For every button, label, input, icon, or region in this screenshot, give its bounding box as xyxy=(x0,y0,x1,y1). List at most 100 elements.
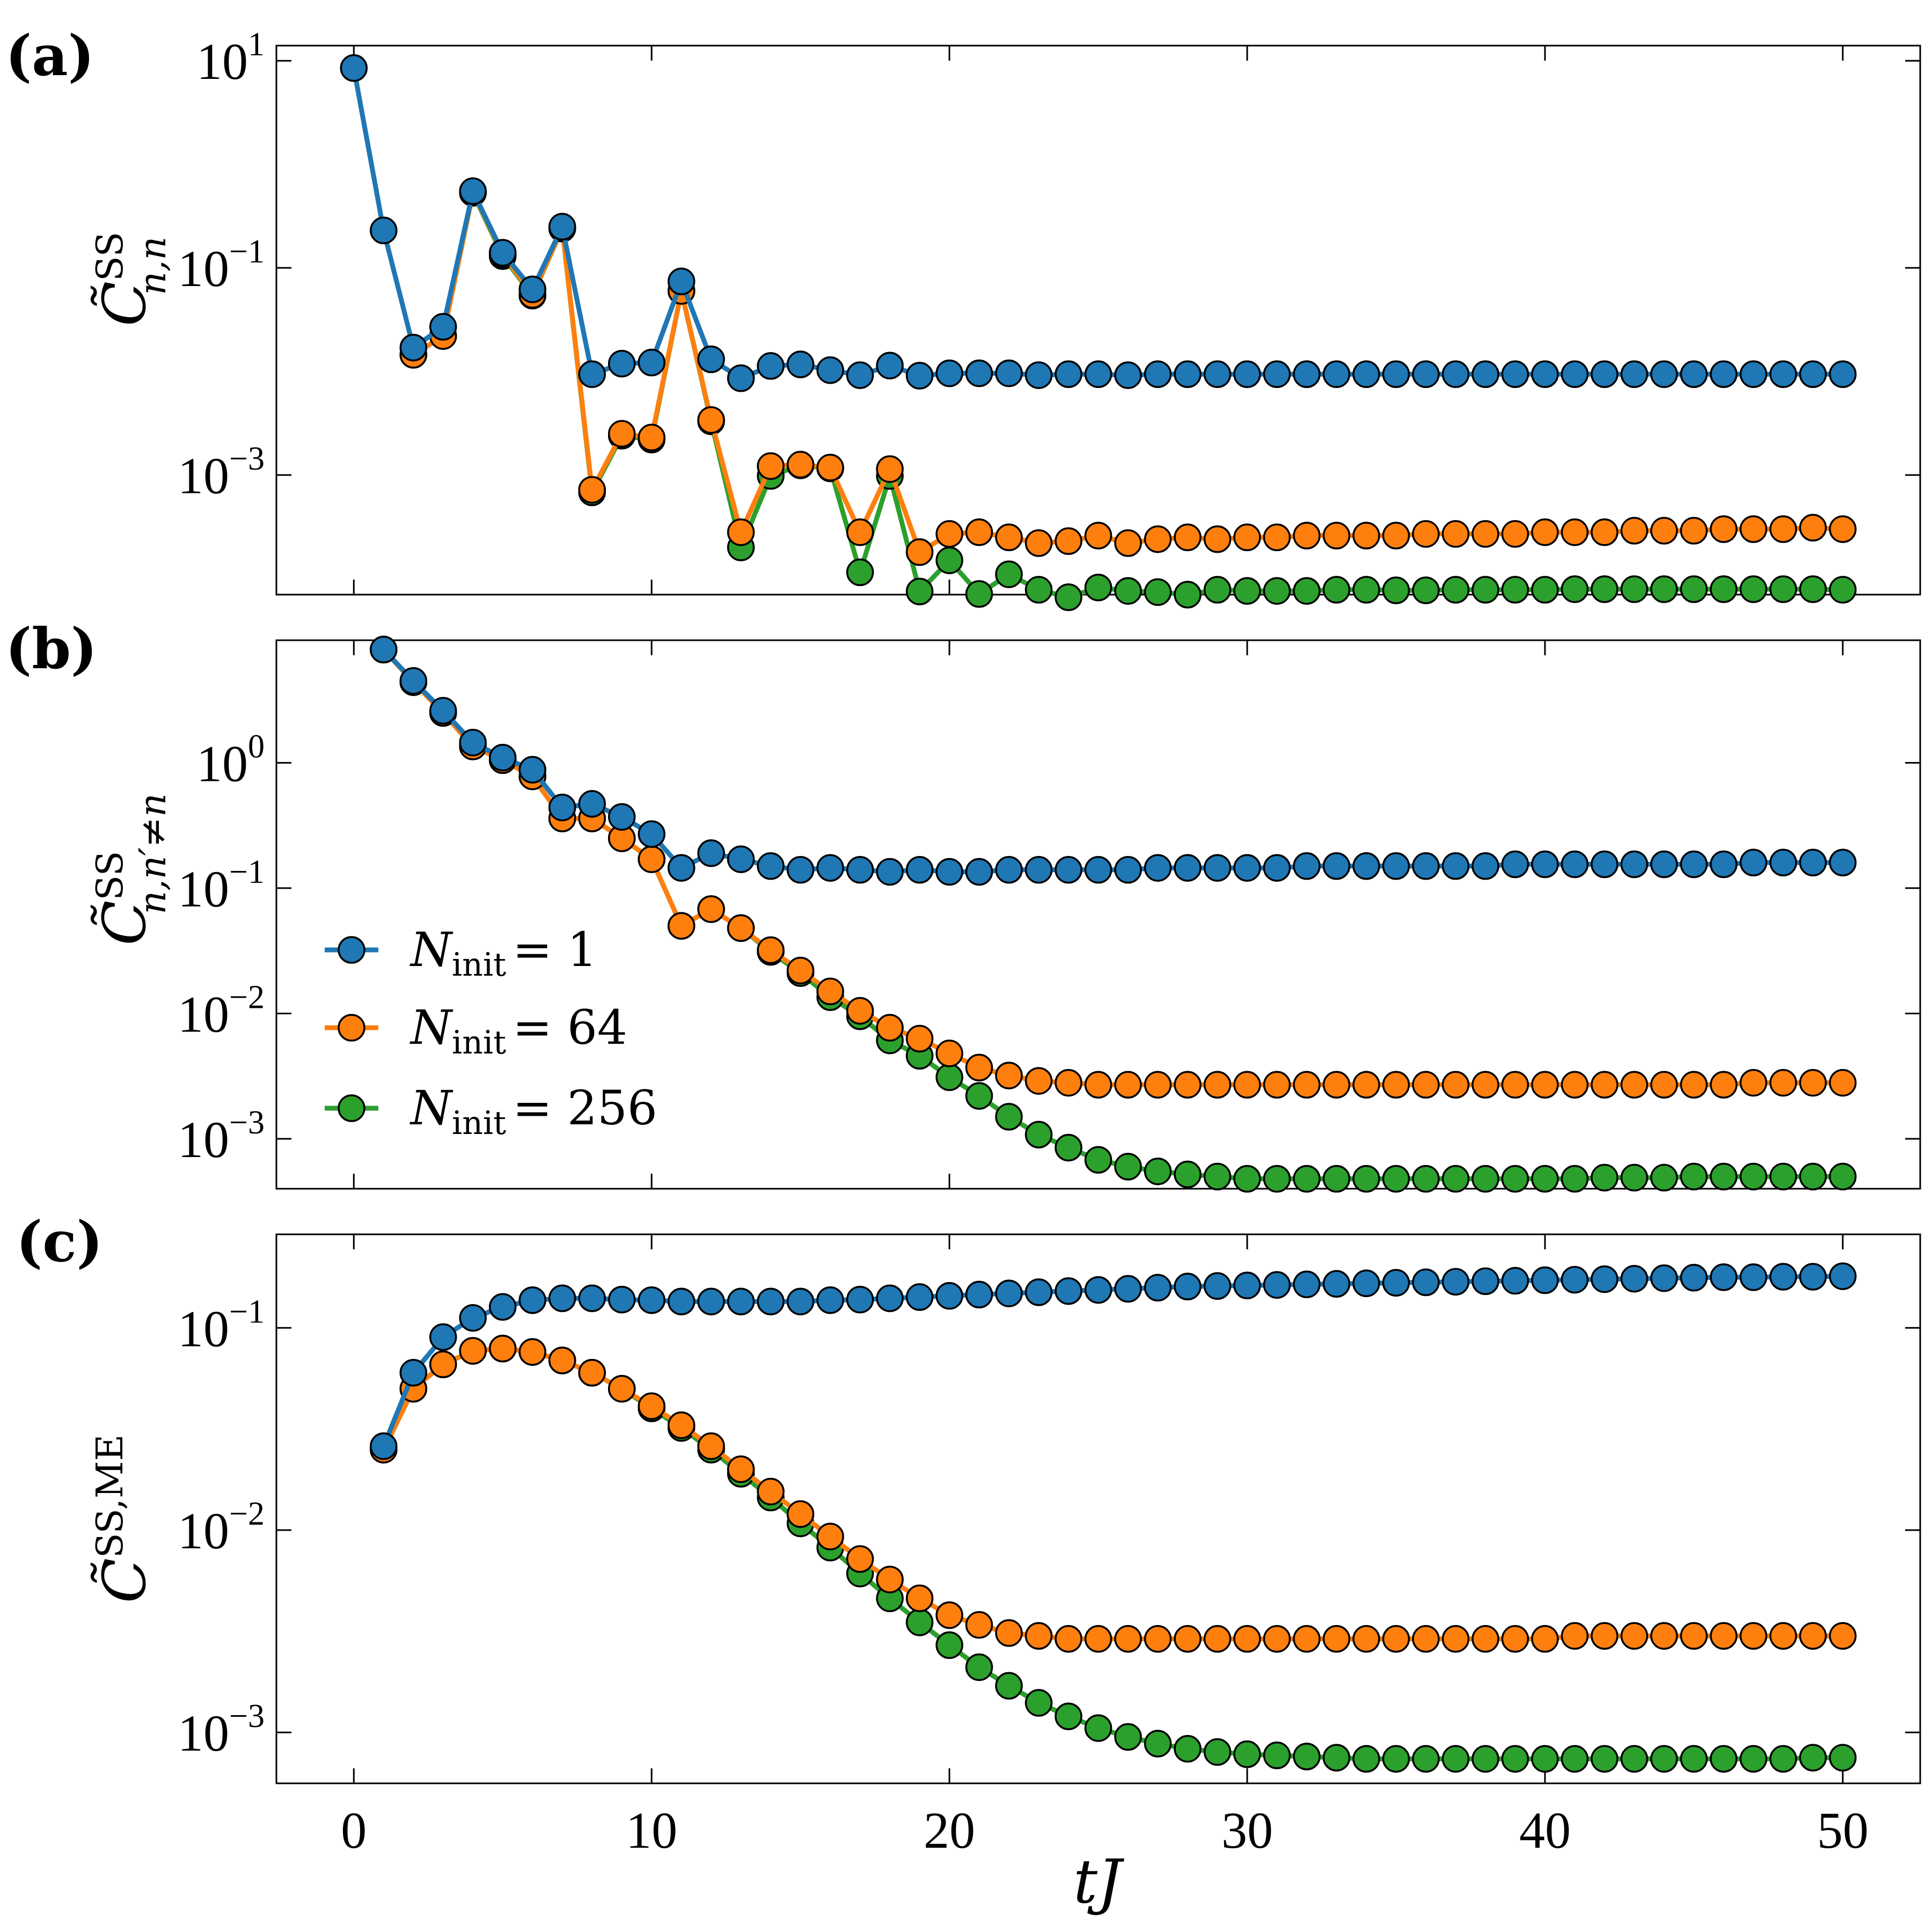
data-point xyxy=(876,1014,904,1042)
data-point xyxy=(1501,520,1529,548)
data-point xyxy=(1501,360,1529,389)
data-point xyxy=(935,1601,963,1629)
data-point xyxy=(370,1432,398,1460)
data-point xyxy=(876,1565,904,1593)
data-point xyxy=(995,1619,1023,1647)
data-point xyxy=(548,793,576,822)
panel-a-ylabel-main: C̃ xyxy=(90,281,159,326)
data-point xyxy=(905,1283,934,1311)
data-point xyxy=(1680,360,1708,389)
data-point xyxy=(1293,1165,1321,1193)
data-point xyxy=(1561,850,1589,879)
data-point xyxy=(995,359,1023,387)
data-point xyxy=(1233,1625,1261,1653)
data-point xyxy=(757,352,785,380)
data-point xyxy=(1561,1265,1589,1294)
data-point xyxy=(1055,1702,1082,1730)
data-point xyxy=(1114,1153,1142,1181)
data-point xyxy=(638,820,665,848)
data-point xyxy=(1441,520,1470,548)
data-point xyxy=(786,350,815,378)
data-point xyxy=(1680,1622,1708,1650)
data-point xyxy=(846,997,874,1025)
data-point xyxy=(667,267,696,296)
data-point xyxy=(1084,1625,1113,1653)
data-point xyxy=(1591,1163,1619,1192)
data-point xyxy=(638,845,665,873)
data-point xyxy=(1531,576,1559,604)
data-point xyxy=(1263,1741,1291,1769)
data-point xyxy=(1024,576,1053,604)
data-point xyxy=(399,1359,428,1387)
data-point xyxy=(1472,1745,1499,1773)
data-point xyxy=(1650,850,1678,879)
data-point xyxy=(1769,848,1797,877)
data-point xyxy=(1382,1071,1410,1099)
data-point xyxy=(1501,1625,1529,1653)
data-point xyxy=(1561,360,1589,389)
data-point xyxy=(1174,1625,1202,1653)
data-point xyxy=(548,1284,576,1312)
data-point xyxy=(1739,848,1768,877)
legend-swatch-marker xyxy=(338,936,365,964)
data-point xyxy=(1382,1165,1410,1193)
panel-a-ylabel-sub: n,n xyxy=(132,237,174,295)
data-point xyxy=(727,845,755,873)
data-point xyxy=(1650,1163,1678,1192)
data-point xyxy=(488,1293,517,1321)
data-point xyxy=(995,1672,1023,1700)
data-point xyxy=(757,852,785,880)
panel-a-label: (a) xyxy=(5,23,94,89)
data-point xyxy=(995,856,1023,884)
data-point xyxy=(1174,360,1202,389)
data-point xyxy=(1024,1689,1053,1717)
data-point xyxy=(995,523,1023,552)
data-point xyxy=(548,213,576,241)
data-point xyxy=(1114,529,1142,557)
legend: Ninit = 1 Ninit = 64 Ninit = 256 xyxy=(325,922,657,1142)
legend-label: Ninit = 256 xyxy=(409,1080,657,1142)
data-point xyxy=(1263,1071,1291,1099)
data-point xyxy=(1293,1625,1321,1653)
data-point xyxy=(1828,848,1857,877)
data-point xyxy=(488,1335,517,1363)
data-point xyxy=(1114,1723,1142,1751)
data-point xyxy=(905,1608,934,1636)
data-point xyxy=(1799,514,1827,542)
data-point xyxy=(1561,1622,1589,1650)
panel-b-plot-area: 100 10−1 10−2 10−3 xyxy=(178,635,1921,1193)
data-point xyxy=(1620,1071,1649,1099)
data-point xyxy=(1055,1277,1082,1305)
data-point xyxy=(1799,360,1827,389)
data-point xyxy=(1799,1263,1827,1291)
data-point xyxy=(1620,1622,1649,1650)
data-point xyxy=(1144,1274,1172,1302)
data-point xyxy=(1799,848,1827,877)
data-point xyxy=(786,451,815,479)
data-point xyxy=(935,858,963,886)
data-point xyxy=(1561,1165,1589,1193)
data-point xyxy=(1322,852,1351,880)
data-point xyxy=(1441,1625,1470,1653)
data-point xyxy=(727,364,755,392)
data-point xyxy=(608,420,636,448)
data-point xyxy=(816,977,844,1006)
data-point xyxy=(816,854,844,882)
data-point xyxy=(1531,360,1559,389)
data-point xyxy=(757,452,785,480)
panel-c: (c) C̃SS,ME 0 10 20 30 40 50 10−1 10−2 10−3 tJ xyxy=(16,1209,1921,1917)
data-point xyxy=(935,1282,963,1310)
data-point xyxy=(905,1584,934,1613)
data-point xyxy=(1710,575,1738,603)
data-point xyxy=(1024,1121,1053,1148)
data-point xyxy=(1174,1272,1202,1301)
data-point xyxy=(965,858,993,886)
data-point xyxy=(965,1611,993,1639)
panel-c-ylabel-main: C̃ xyxy=(90,1558,159,1603)
data-point xyxy=(1352,522,1380,550)
data-point xyxy=(1799,1744,1827,1772)
data-point xyxy=(1352,360,1380,389)
data-point xyxy=(459,728,487,757)
data-point xyxy=(1680,850,1708,879)
data-point xyxy=(1650,1622,1678,1650)
